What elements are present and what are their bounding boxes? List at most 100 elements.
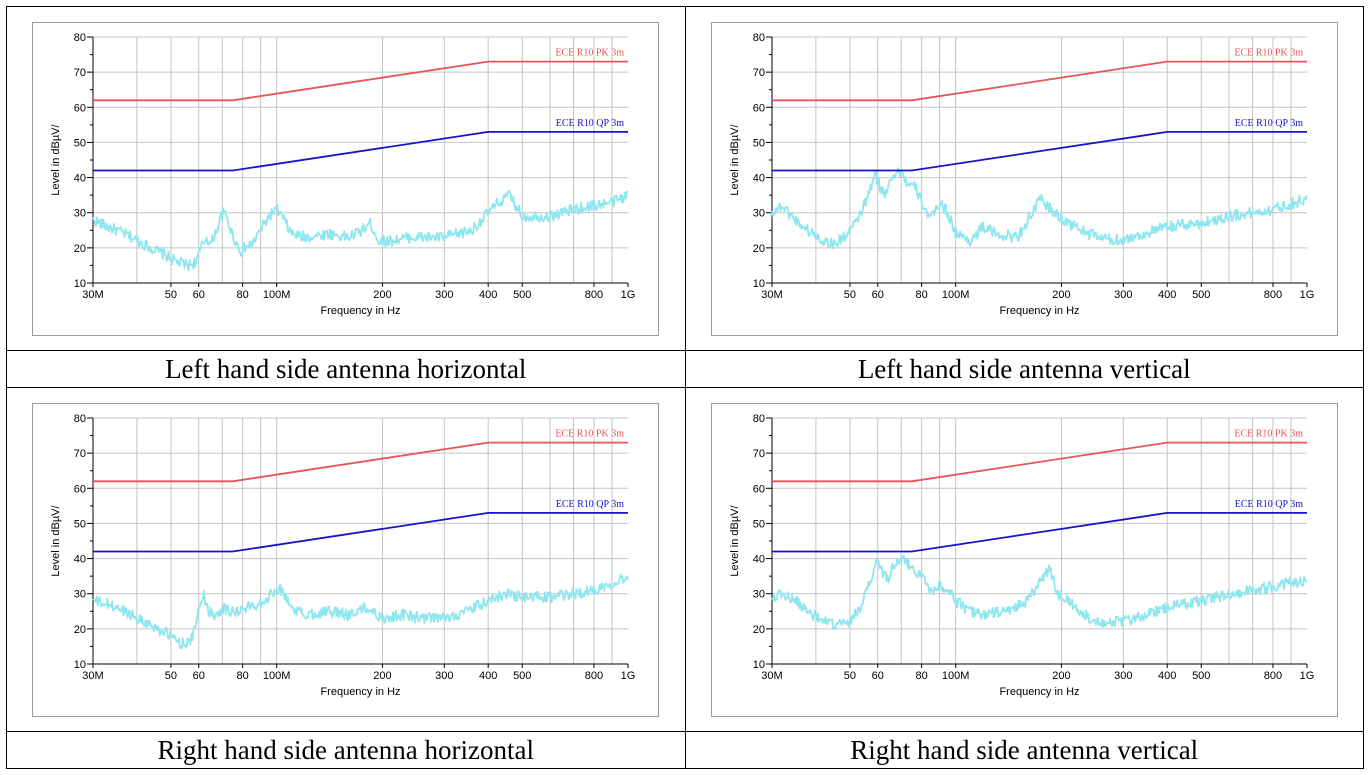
caption-left-vertical: Left hand side antenna vertical: [684, 350, 1364, 388]
y-tick-label: 10: [753, 659, 765, 671]
x-axis-title: Frequency in Hz: [999, 686, 1079, 698]
caption-left-horizontal: Left hand side antenna horizontal: [6, 350, 686, 388]
chart-right-horizontal: 10 20 30 40 50 60 70 80 30M 50 60 80 100M 200 300 400 50…: [32, 402, 660, 717]
y-tick-label: 70: [753, 448, 765, 460]
figure-grid: 10 20 30 40 50 60 70 80 30M 50 60 80 100M 200 300 400 50…: [6, 6, 1364, 769]
x-tick-label: 30M: [761, 289, 782, 301]
y-tick-label: 80: [753, 32, 765, 44]
x-tick-label: 80: [237, 670, 249, 682]
x-tick-label: 1G: [621, 289, 636, 301]
x-tick-label: 60: [871, 289, 883, 301]
y-tick-label: 80: [74, 32, 86, 44]
pk-limit-label: ECE R10 PK 3m: [1234, 47, 1303, 58]
qp-limit-label: ECE R10 QP 3m: [556, 498, 624, 509]
x-tick-label: 50: [165, 289, 177, 301]
caption-right-vertical: Right hand side antenna vertical: [684, 731, 1364, 769]
qp-limit-line: [771, 511, 1307, 552]
x-tick-label: 200: [1052, 289, 1070, 301]
y-tick-label: 20: [74, 242, 86, 254]
x-tick-label: 500: [513, 289, 531, 301]
x-tick-label: 200: [374, 670, 392, 682]
qp-limit-label: ECE R10 QP 3m: [556, 117, 624, 128]
y-tick-label: 40: [74, 553, 86, 565]
y-tick-label: 80: [74, 413, 86, 425]
y-tick-label: 10: [74, 659, 86, 671]
x-tick-label: 400: [1158, 289, 1176, 301]
grid: 10 20 30 40 50 60 70 80 30M 50 60 80 100M 200 300 400 50…: [74, 413, 636, 682]
pk-limit-line: [93, 441, 629, 482]
y-tick-label: 50: [74, 518, 86, 530]
x-tick-label: 100M: [942, 670, 970, 682]
x-tick-label: 100M: [263, 670, 291, 682]
x-tick-label: 400: [1158, 670, 1176, 682]
plot-cell-1: 10 20 30 40 50 60 70 80 30M 50 60 80 100M 200 300 400 50…: [6, 6, 686, 351]
y-tick-label: 50: [74, 137, 86, 149]
grid: 10 20 30 40 50 60 70 80 30M 50 60 80 100M 200 300 400 50…: [753, 32, 1315, 301]
y-axis-title: Level in dBµV/: [729, 504, 741, 576]
x-tick-label: 50: [844, 670, 856, 682]
chart-left-horizontal: 10 20 30 40 50 60 70 80 30M 50 60 80 100M 200 300 400 50…: [32, 21, 660, 336]
y-tick-label: 30: [753, 207, 765, 219]
y-tick-label: 30: [753, 588, 765, 600]
x-tick-label: 60: [871, 670, 883, 682]
y-tick-label: 50: [753, 137, 765, 149]
x-tick-label: 300: [435, 670, 453, 682]
x-tick-label: 400: [479, 289, 497, 301]
grid: 10 20 30 40 50 60 70 80 30M 50 60 80 100M 200 300 400 50…: [753, 413, 1315, 682]
plot-cell-3: 10 20 30 40 50 60 70 80 30M 50 60 80 100M 200 300 400 50…: [6, 387, 686, 732]
pk-limit-label: ECE R10 PK 3m: [556, 47, 625, 58]
measurement-trace: [770, 554, 1308, 630]
x-axis-title: Frequency in Hz: [321, 305, 401, 317]
x-tick-label: 1G: [1299, 289, 1314, 301]
pk-limit-line: [771, 60, 1307, 101]
x-tick-label: 500: [1192, 670, 1210, 682]
measurement-trace: [92, 573, 630, 649]
y-tick-label: 70: [74, 67, 86, 79]
x-tick-label: 30M: [83, 289, 104, 301]
caption-right-horizontal: Right hand side antenna horizontal: [6, 731, 686, 769]
y-axis-title: Level in dBµV/: [50, 504, 62, 576]
x-tick-label: 30M: [761, 670, 782, 682]
y-tick-label: 40: [753, 553, 765, 565]
x-tick-label: 60: [193, 670, 205, 682]
y-tick-label: 10: [753, 278, 765, 290]
plot-cell-4: 10 20 30 40 50 60 70 80 30M 50 60 80 100M 200 300 400 50…: [684, 387, 1364, 732]
pk-limit-label: ECE R10 PK 3m: [556, 428, 625, 439]
y-tick-label: 60: [74, 102, 86, 114]
x-axis-title: Frequency in Hz: [999, 305, 1079, 317]
qp-limit-line: [771, 130, 1307, 171]
y-tick-label: 40: [753, 172, 765, 184]
x-tick-label: 800: [585, 670, 603, 682]
x-tick-label: 50: [844, 289, 856, 301]
qp-limit-line: [93, 511, 629, 552]
y-tick-label: 60: [753, 102, 765, 114]
y-tick-label: 20: [753, 242, 765, 254]
y-tick-label: 80: [753, 413, 765, 425]
x-tick-label: 1G: [621, 670, 636, 682]
y-axis-title: Level in dBµV/: [50, 123, 62, 195]
pk-limit-line: [93, 60, 629, 101]
x-tick-label: 800: [1264, 670, 1282, 682]
x-tick-label: 60: [193, 289, 205, 301]
y-tick-label: 70: [753, 67, 765, 79]
y-tick-label: 20: [74, 623, 86, 635]
measurement-trace: [92, 189, 629, 271]
x-tick-label: 50: [165, 670, 177, 682]
pk-limit-label: ECE R10 PK 3m: [1234, 428, 1303, 439]
y-tick-label: 20: [753, 623, 765, 635]
grid: 10 20 30 40 50 60 70 80 30M 50 60 80 100M 200 300 400 50…: [74, 32, 636, 301]
y-tick-label: 10: [74, 278, 86, 290]
x-tick-label: 200: [1052, 670, 1070, 682]
y-axis-title: Level in dBµV/: [729, 123, 741, 195]
pk-limit-line: [771, 441, 1307, 482]
y-tick-label: 30: [74, 588, 86, 600]
x-tick-label: 300: [435, 289, 453, 301]
y-tick-label: 50: [753, 518, 765, 530]
x-tick-label: 30M: [83, 670, 104, 682]
x-tick-label: 100M: [942, 289, 970, 301]
x-tick-label: 80: [915, 670, 927, 682]
qp-limit-label: ECE R10 QP 3m: [1235, 117, 1303, 128]
measurement-trace: [770, 166, 1308, 250]
qp-limit-label: ECE R10 QP 3m: [1235, 498, 1303, 509]
x-tick-label: 500: [513, 670, 531, 682]
